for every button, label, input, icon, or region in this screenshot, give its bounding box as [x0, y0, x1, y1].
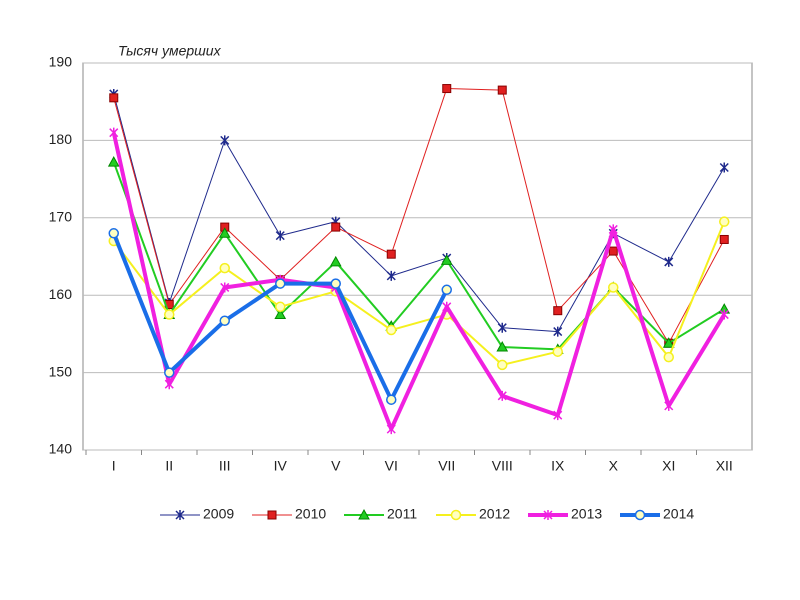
- marker: [553, 306, 563, 316]
- marker: [329, 255, 342, 267]
- marker: [497, 322, 507, 333]
- marker: [553, 410, 563, 421]
- x-tick-label: V: [331, 458, 341, 474]
- marker: [553, 326, 563, 337]
- series-line: [113, 88, 725, 344]
- legend-label: 2014: [663, 506, 694, 522]
- x-tick-label: X: [609, 458, 619, 474]
- y-tick-label: 160: [49, 286, 73, 302]
- x-tick-label: XII: [716, 458, 733, 474]
- marker: [543, 510, 553, 520]
- marker: [358, 508, 370, 520]
- marker: [386, 249, 396, 259]
- legend-label: 2010: [295, 506, 326, 522]
- marker: [219, 262, 230, 274]
- x-tick-label: IV: [274, 458, 288, 474]
- marker: [662, 337, 675, 348]
- marker: [220, 282, 230, 293]
- marker: [664, 400, 674, 411]
- series-line: [113, 93, 725, 333]
- marker: [719, 309, 729, 320]
- y-tick-label: 150: [49, 363, 73, 379]
- marker: [331, 222, 341, 232]
- marker: [664, 256, 674, 267]
- marker: [386, 324, 397, 336]
- marker: [275, 278, 286, 289]
- legend-label: 2012: [479, 506, 510, 522]
- marker: [164, 367, 175, 378]
- y-tick-label: 140: [49, 441, 73, 457]
- marker: [442, 84, 452, 94]
- series-line: [112, 221, 726, 366]
- marker: [440, 254, 453, 265]
- marker: [386, 424, 396, 435]
- x-tick-label: XI: [662, 458, 675, 474]
- marker: [552, 346, 563, 357]
- legend-label: 2013: [571, 506, 602, 522]
- y-tick-label: 170: [49, 209, 73, 225]
- x-tick-label: I: [112, 458, 116, 474]
- x-tick-label: IX: [551, 458, 565, 474]
- marker: [164, 379, 174, 390]
- plot-area: [82, 62, 753, 451]
- marker: [175, 510, 185, 520]
- marker: [109, 93, 119, 103]
- marker: [386, 270, 396, 281]
- marker: [634, 509, 646, 521]
- marker: [386, 394, 397, 405]
- legend-label: 2009: [203, 506, 234, 522]
- marker: [663, 351, 674, 363]
- marker: [442, 301, 452, 312]
- marker: [497, 85, 507, 95]
- marker: [497, 390, 507, 401]
- x-tick-label: VII: [438, 458, 455, 474]
- marker: [497, 359, 508, 371]
- marker: [608, 282, 619, 293]
- marker: [219, 315, 230, 326]
- x-tick-label: II: [165, 458, 173, 474]
- marker: [275, 301, 286, 313]
- marker: [330, 278, 341, 289]
- marker: [441, 284, 452, 296]
- marker: [267, 510, 277, 520]
- marker: [275, 230, 285, 241]
- legend-label: 2011: [387, 506, 417, 522]
- marker: [108, 228, 119, 239]
- marker: [719, 216, 730, 227]
- y-axis-title: Тысяч умерших: [118, 43, 222, 59]
- marker: [107, 156, 120, 167]
- y-tick-label: 190: [49, 54, 73, 70]
- marker: [719, 234, 729, 244]
- y-tick-label: 180: [49, 131, 73, 147]
- series-line: [111, 132, 726, 432]
- marker: [608, 246, 618, 256]
- x-tick-label: III: [219, 458, 231, 474]
- marker: [218, 227, 231, 238]
- marker: [450, 509, 462, 521]
- x-tick-label: VI: [385, 458, 398, 474]
- marker: [719, 162, 729, 173]
- marker: [109, 127, 119, 138]
- marker: [220, 135, 230, 146]
- marker: [608, 224, 618, 235]
- marker: [274, 308, 287, 320]
- marker: [496, 341, 509, 352]
- x-tick-label: VIII: [492, 458, 513, 474]
- series-line: [112, 161, 725, 351]
- marker: [164, 309, 175, 320]
